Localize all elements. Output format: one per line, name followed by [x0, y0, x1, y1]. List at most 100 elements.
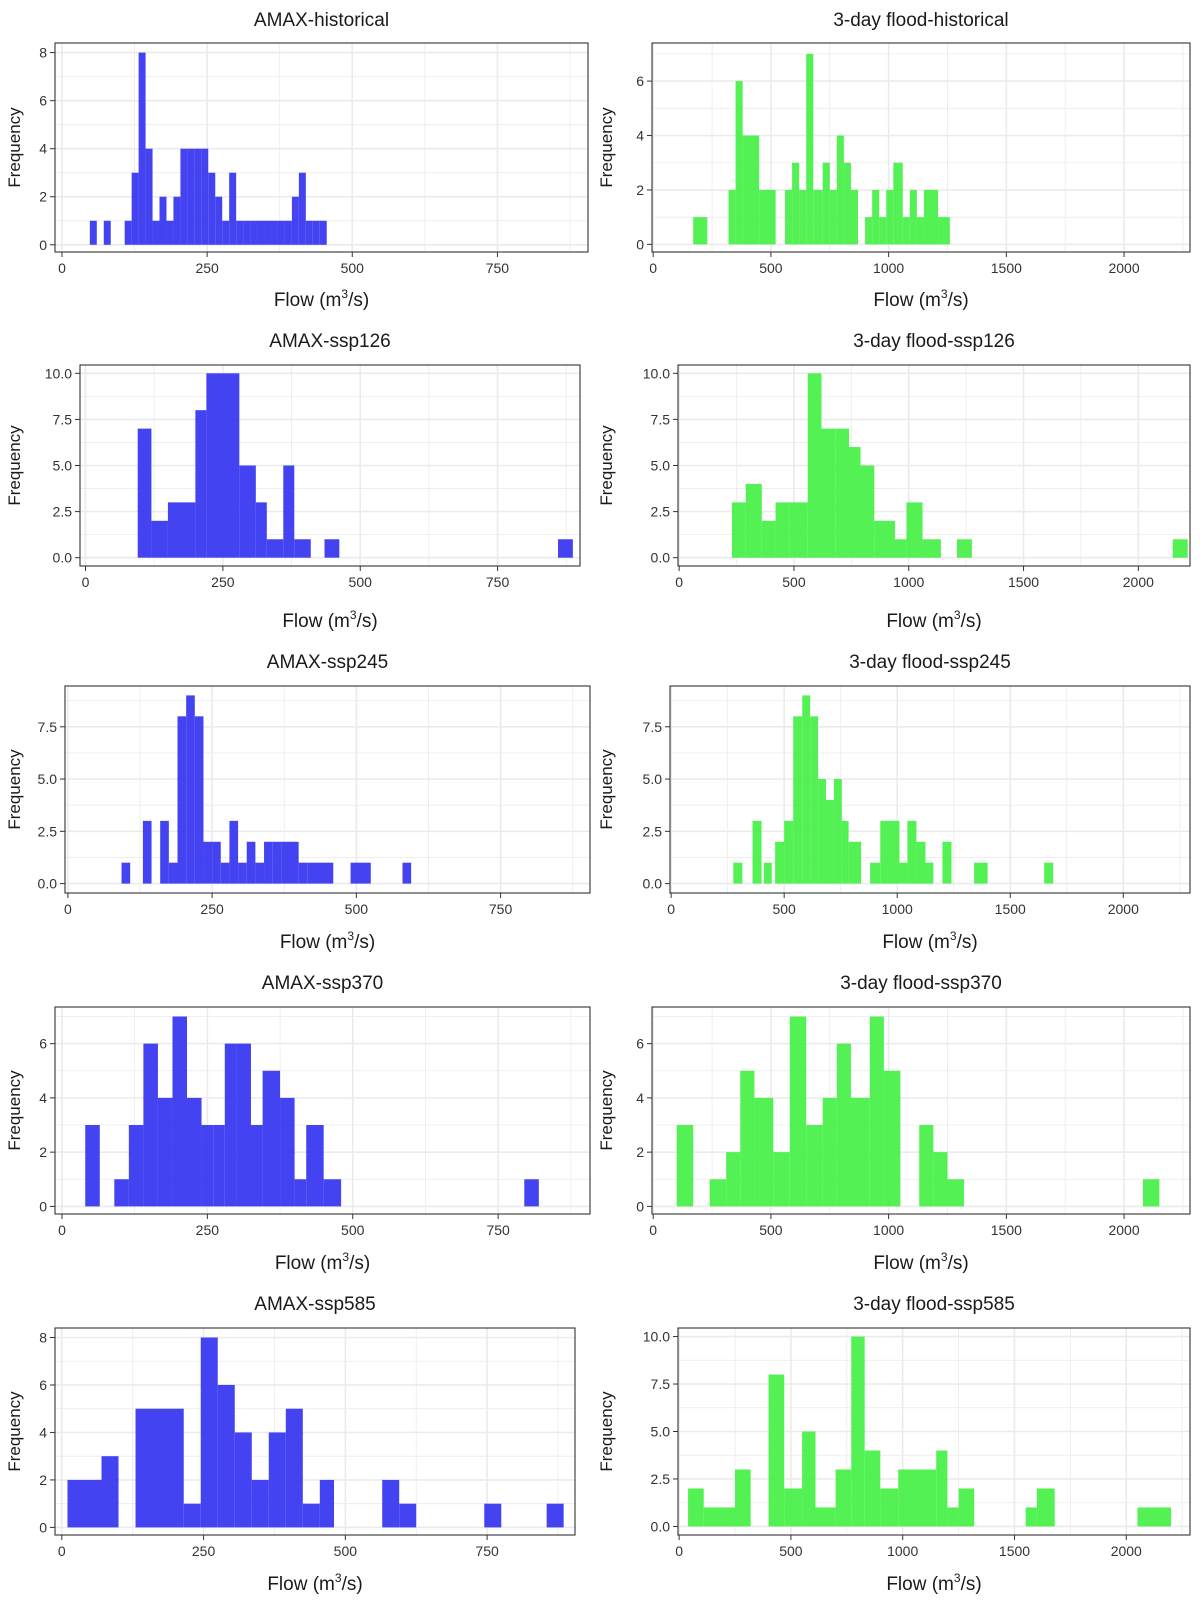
histogram-bar [880, 820, 900, 884]
x-tick-label: 2000 [1123, 574, 1154, 590]
histogram-bar [284, 220, 292, 245]
histogram-bar [851, 1336, 865, 1527]
y-tick-label: 2 [39, 1144, 47, 1160]
histogram-bar [257, 220, 265, 245]
x-axis-label: Flow (m3/s) [873, 1250, 968, 1274]
histogram-bar [1025, 1507, 1037, 1527]
histogram-bar [835, 1469, 852, 1527]
histogram-bar [239, 465, 256, 558]
y-tick-label: 10.0 [643, 365, 670, 381]
x-tick-label: 1000 [887, 1543, 918, 1559]
x-tick-label: 500 [759, 260, 783, 276]
x-tick-label: 500 [782, 574, 806, 590]
histogram-bar [208, 172, 216, 245]
x-axis-label: Flow (m3/s) [274, 287, 369, 311]
y-tick-label: 0.0 [643, 876, 663, 892]
y-tick-label: 7.5 [651, 1376, 671, 1392]
x-tick-label: 500 [349, 574, 373, 590]
y-tick-label: 5.0 [651, 458, 671, 474]
histogram-bar [294, 539, 311, 558]
histogram-bar [731, 502, 746, 558]
plot-border [669, 685, 1191, 894]
y-tick-label: 2.5 [643, 823, 663, 839]
x-tick-label: 0 [675, 1543, 683, 1559]
histogram-bar [195, 410, 207, 558]
histogram-bar [802, 695, 811, 884]
histogram-bar [85, 1125, 100, 1207]
histogram-bar [850, 1097, 870, 1207]
x-axis-label: Flow (m3/s) [282, 608, 377, 632]
histogram-bar [213, 1125, 225, 1207]
y-axis-label: Frequency [597, 749, 616, 830]
x-tick-label: 0 [649, 260, 657, 276]
plot-border [54, 42, 589, 253]
histogram-bar [709, 1179, 727, 1207]
histogram-bar [784, 820, 794, 884]
x-tick-label: 0 [58, 1543, 66, 1559]
histogram-bar [902, 217, 910, 245]
plot-border [64, 685, 591, 894]
y-axis-label: Frequency [5, 425, 24, 506]
x-tick-label: 750 [475, 1543, 499, 1559]
histogram-bar [101, 1456, 119, 1528]
histogram-bar [194, 716, 204, 884]
histogram-bar [131, 172, 139, 245]
y-tick-label: 10.0 [45, 365, 72, 381]
histogram-bar [793, 716, 803, 884]
y-axis-label: Frequency [597, 107, 616, 188]
x-tick-label: 500 [779, 1543, 803, 1559]
y-tick-label: 4 [39, 1090, 47, 1106]
histogram-bar [822, 162, 830, 245]
histogram-bar [262, 1070, 281, 1207]
histogram-bar [907, 820, 917, 884]
y-tick-label: 10.0 [643, 1329, 670, 1345]
x-axis-label: Flow (m3/s) [873, 287, 968, 311]
histogram-bar [958, 1488, 975, 1527]
histogram-bar [806, 53, 814, 245]
histogram-panel-9: 0 250 500 750 0 2 4 6 8 AMAX-ssp585 Flow (m3/s) Fre… [5, 1294, 576, 1595]
histogram-bar [222, 220, 230, 245]
histogram-bar [728, 189, 736, 245]
histogram-bar [703, 1507, 736, 1527]
histogram-bar [137, 428, 152, 558]
y-tick-label: 4 [39, 1424, 47, 1440]
plot-border [54, 1006, 591, 1215]
y-tick-label: 6 [39, 1377, 47, 1393]
x-tick-label: 1000 [873, 260, 904, 276]
x-axis-label: Flow (m3/s) [882, 929, 977, 953]
histogram-bar [1036, 1488, 1055, 1527]
x-tick-label: 250 [192, 1543, 216, 1559]
histogram-bar [938, 217, 950, 245]
histogram-bar [229, 820, 239, 884]
histogram-bar [558, 539, 573, 558]
histogram-bar [742, 135, 760, 245]
histogram-bar [255, 502, 267, 558]
x-tick-label: 500 [334, 1543, 358, 1559]
y-axis-label: Frequency [5, 107, 24, 188]
histogram-bar [203, 841, 213, 884]
histogram-bar [850, 189, 859, 245]
histogram-bar [848, 841, 862, 884]
x-axis-label: Flow (m3/s) [886, 1571, 981, 1595]
histogram-bar [264, 220, 271, 245]
histogram-bar [206, 373, 240, 558]
histogram-bar [312, 220, 320, 245]
histogram-bar [841, 820, 849, 884]
histogram-bar [402, 862, 412, 884]
histogram-bar [323, 1179, 342, 1207]
x-tick-label: 500 [341, 260, 365, 276]
histogram-bar [399, 1503, 417, 1528]
x-axis-label: Flow (m3/s) [275, 1250, 370, 1274]
y-axis-label: Frequency [597, 1070, 616, 1151]
histogram-bar [128, 1125, 144, 1207]
histogram-bar [872, 189, 880, 245]
histogram-bar [277, 220, 285, 245]
panel-title: AMAX-ssp370 [262, 973, 383, 994]
histogram-bar [726, 1152, 741, 1207]
histogram-bar [135, 1408, 184, 1528]
histogram-bar [298, 172, 306, 245]
histogram-bar [860, 465, 875, 558]
histogram-bar [546, 1503, 564, 1528]
histogram-bar [298, 862, 308, 884]
histogram-bar [865, 217, 873, 245]
